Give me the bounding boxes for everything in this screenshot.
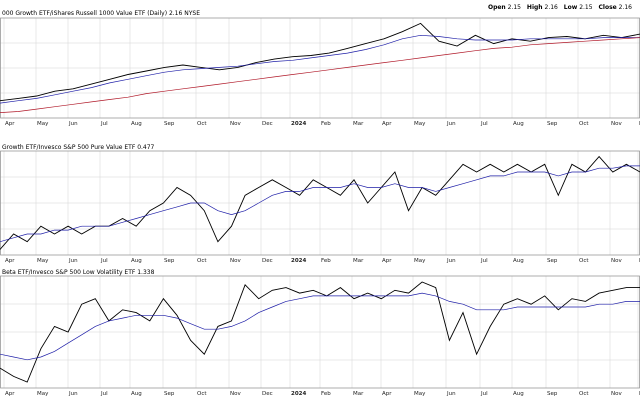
panel-1-x-tick-label: Dec — [262, 121, 273, 127]
panel-1-x-tick-label: Feb — [321, 121, 331, 127]
panel-3-x-tick-label: Nov — [230, 391, 241, 397]
low-label: Low — [563, 4, 578, 11]
ohlc-readout: Open 2.15 High 2.16 Low 2.15 Close 2.16 — [488, 4, 636, 11]
panel-1-x-tick-label: Apr — [382, 121, 392, 127]
panel-3-x-tick-label: Apr — [5, 391, 15, 397]
panel-3-x-tick-label: May — [37, 391, 49, 397]
close-label: Close — [598, 4, 617, 11]
panel-3-x-tick-label: Feb — [321, 391, 331, 397]
panel-1-x-tick-label: Jun — [68, 121, 78, 127]
high-label: High — [526, 4, 543, 11]
panel-2-x-tick-label: May — [37, 258, 49, 264]
panel-1-x-tick-label: Jul — [100, 121, 108, 127]
panel-3-x-tick-label: Apr — [382, 391, 392, 397]
panel-2-x-tick-label: Mar — [353, 258, 364, 264]
panel-3-x-tick-label: Aug — [513, 391, 524, 397]
panel-3-x-tick-label: Nov — [611, 391, 622, 397]
panel-2-x-tick-label: Dec — [262, 258, 273, 264]
panel-2-x-tick-label: Nov — [611, 258, 622, 264]
panel-1-x-tick-label: Jun — [446, 121, 456, 127]
panel-3-x-tick-label: Oct — [579, 391, 589, 397]
panel-3-x-tick-label: Jun — [68, 391, 78, 397]
high-value: 2.16 — [544, 4, 558, 11]
panel-1-x-tick-label: May — [37, 121, 49, 127]
panel-2-x-tick-label: Aug — [513, 258, 524, 264]
panel-3-price-line — [0, 281, 640, 383]
panel-1-title-row: 000 Growth ETF/iShares Russell 1000 Valu… — [2, 10, 200, 17]
panel-1-x-tick-label: Jul — [480, 121, 488, 127]
panel-3-x-tick-label: 2024 — [291, 391, 306, 397]
panel-3-x-tick-label: Jun — [446, 391, 456, 397]
panel-2-x-tick-label: Jul — [100, 258, 108, 264]
close-value: 2.16 — [618, 4, 632, 11]
panel-1-x-tick-label: Aug — [131, 121, 142, 127]
panel-3-x-tick-label: Sep — [164, 391, 175, 397]
panel-1-x-tick-label: Sep — [164, 121, 175, 127]
panel-1-x-tick-label: Aug — [513, 121, 524, 127]
panel-1-price-line — [0, 22, 640, 102]
panel-1-x-tick-label: 2024 — [291, 121, 306, 127]
panel-1-title: 000 Growth ETF/iShares Russell 1000 Valu… — [2, 10, 183, 17]
panel-2-x-tick-label: Nov — [230, 258, 241, 264]
panel-1-x-tick-label: Nov — [611, 121, 622, 127]
panel-1-x-tick-label: Sep — [547, 121, 558, 127]
panel-2-x-tick-label: 2024 — [291, 258, 306, 264]
panel-2-x-tick-label: Sep — [547, 258, 558, 264]
open-value: 2.15 — [507, 4, 521, 11]
panel-2-x-tick-label: Oct — [579, 258, 589, 264]
panel-2-x-tick-label: Feb — [321, 258, 331, 264]
panel-1-exchange: NYSE — [184, 10, 201, 17]
panel-2-x-tick-label: Sep — [164, 258, 175, 264]
panel-1-x-tick-label: Nov — [230, 121, 241, 127]
panel-2-x-tick-label: Jun — [446, 258, 456, 264]
panel-3-fast-ma-line — [0, 292, 640, 361]
panel-2-x-tick-label: Oct — [197, 258, 207, 264]
panel-2-x-tick-label: Apr — [5, 258, 15, 264]
panel-3-x-tick-label: Jul — [100, 391, 108, 397]
panel-2-x-tick-label: Apr — [382, 258, 392, 264]
panel-1-fast-ma-line — [0, 34, 640, 104]
panel-3-x-tick-label: Aug — [131, 391, 142, 397]
panel-3-x-tick-label: May — [414, 391, 426, 397]
panel-2-x-tick-label: Jul — [480, 258, 488, 264]
panel-2-title: Growth ETF/Invesco S&P 500 Pure Value ET… — [2, 144, 155, 151]
panel-1-slow-ma-line — [0, 37, 640, 113]
panel-3-title: Beta ETF/Invesco S&P 500 Low Volatility … — [2, 269, 155, 276]
panel-3-x-tick-label: Mar — [353, 391, 364, 397]
panel-1-x-tick-label: Mar — [353, 121, 364, 127]
panel-1-x-tick-label: Oct — [197, 121, 207, 127]
panel-3-x-tick-label: Sep — [547, 391, 558, 397]
panel-1-x-tick-label: Apr — [5, 121, 15, 127]
panel-1-x-tick-label: Oct — [579, 121, 589, 127]
panel-3-x-tick-label: Dec — [262, 391, 273, 397]
panel-2-fast-ma-line — [0, 165, 640, 243]
panel-2-x-tick-label: Jun — [68, 258, 78, 264]
panel-2-x-tick-label: May — [414, 258, 426, 264]
open-label: Open — [487, 4, 506, 11]
low-value: 2.15 — [579, 4, 593, 11]
panel-2-x-tick-label: Aug — [131, 258, 142, 264]
panel-3-x-tick-label: Oct — [197, 391, 207, 397]
panel-3-x-tick-label: Jul — [480, 391, 488, 397]
panel-1-x-tick-label: May — [414, 121, 426, 127]
